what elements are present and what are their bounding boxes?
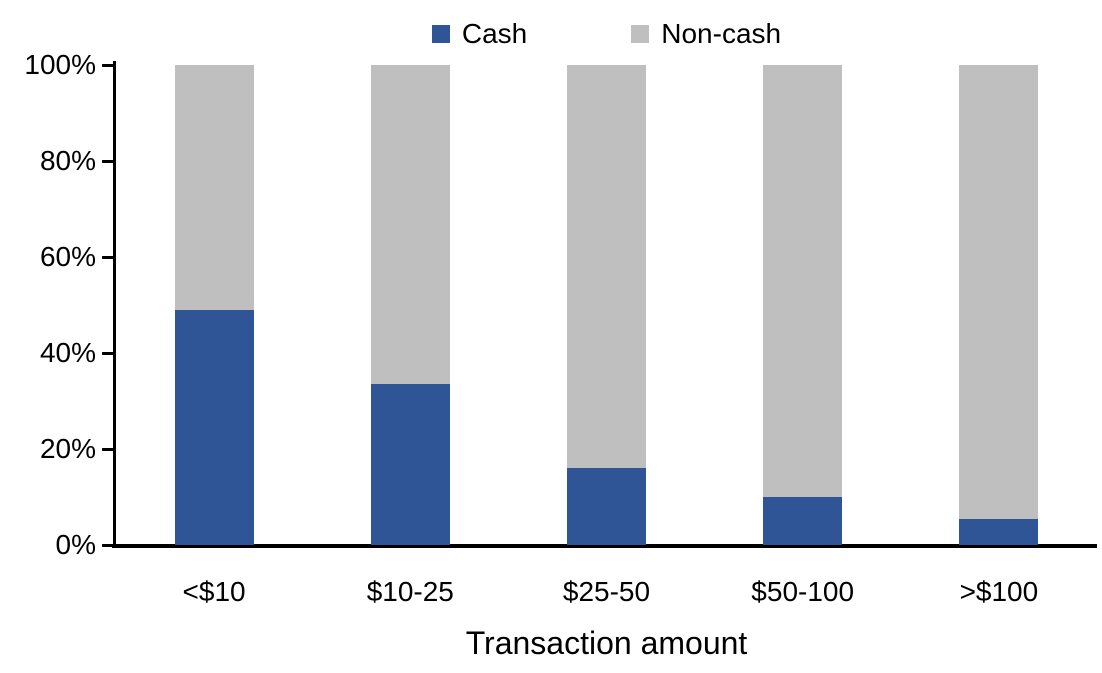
- x-axis-line: [112, 544, 1097, 548]
- bar-segment-cash-50-100: [763, 497, 843, 545]
- legend: Cash Non-cash: [116, 16, 1097, 52]
- x-tick-label-10: <$10: [182, 576, 246, 607]
- bar-segment-cash-10-25: [370, 384, 450, 545]
- y-tick-label: 60%: [39, 241, 96, 272]
- bar-segment-non-cash-10: [174, 65, 254, 310]
- y-tick-mark: [102, 351, 113, 355]
- y-axis-line: [113, 61, 116, 547]
- bar-column-10: [174, 65, 254, 545]
- bar-segment-non-cash-100: [959, 65, 1039, 519]
- x-tick-label-100: >$100: [959, 576, 1039, 607]
- bar-segment-non-cash-50-100: [763, 65, 843, 497]
- bar-segment-cash-100: [959, 518, 1039, 545]
- bar-column-25-50: [567, 65, 646, 545]
- legend-swatch-non-cash-icon: [631, 25, 650, 43]
- y-tick-label: 100%: [24, 49, 96, 80]
- y-tick-label: 20%: [39, 433, 96, 464]
- x-tick-label-10-25: $10-25: [366, 576, 454, 607]
- bar-segment-cash-25-50: [567, 468, 646, 545]
- bar-segment-non-cash-25-50: [567, 65, 646, 469]
- bar-segment-non-cash-10-25: [370, 65, 450, 385]
- legend-label-cash: Cash: [461, 18, 528, 49]
- bar-column-50-100: [763, 65, 843, 545]
- legend-swatch-cash-icon: [431, 25, 450, 43]
- legend-label-non-cash: Non-cash: [661, 18, 782, 49]
- y-tick-mark: [102, 255, 113, 259]
- y-tick-label: 0%: [55, 529, 96, 560]
- x-tick-label-25-50: $25-50: [562, 576, 651, 607]
- legend-item-non-cash: Non-cash: [631, 20, 781, 48]
- y-tick-mark: [102, 63, 113, 67]
- y-tick-label: 80%: [39, 145, 96, 176]
- y-tick-label: 40%: [39, 337, 96, 368]
- plot-area: [116, 65, 1097, 545]
- x-tick-label-50-100: $50-100: [751, 576, 855, 607]
- bar-column-10-25: [370, 65, 450, 545]
- y-tick-mark: [102, 447, 113, 451]
- legend-item-cash: Cash: [431, 18, 528, 49]
- bar-segment-cash-10: [174, 309, 254, 545]
- x-axis-title: Transaction amount: [465, 625, 748, 661]
- y-tick-mark: [102, 543, 113, 547]
- y-tick-mark: [102, 159, 113, 163]
- bar-column-100: [959, 65, 1039, 545]
